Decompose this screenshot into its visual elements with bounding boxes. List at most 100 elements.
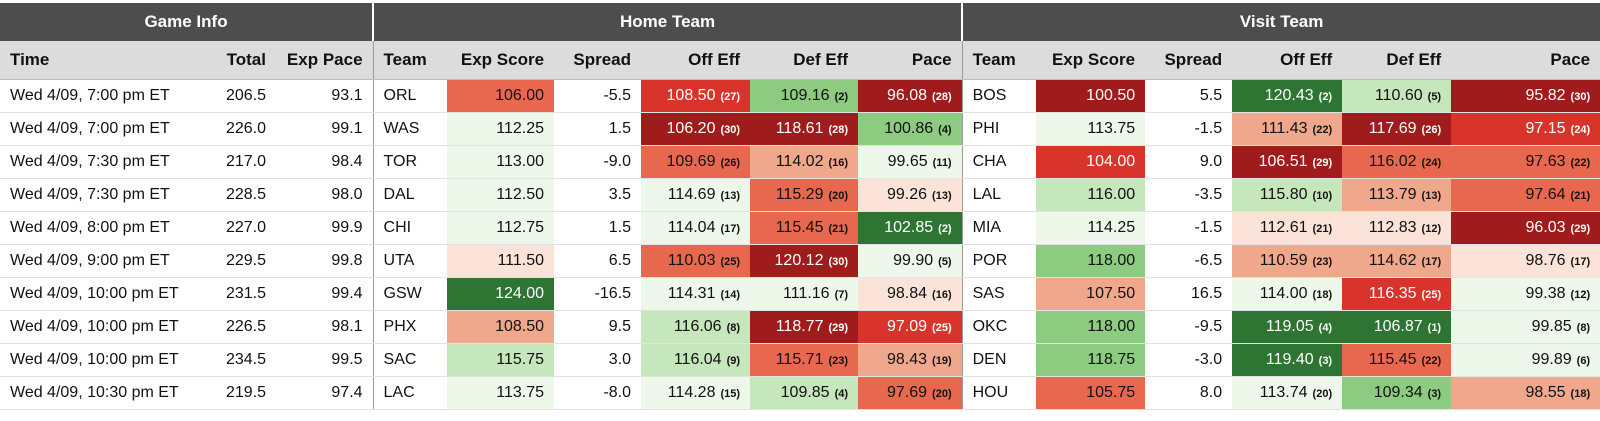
- exp-pace-cell: 99.5: [276, 343, 374, 377]
- visit-exp-score-cell: 105.75: [1036, 376, 1146, 410]
- visit-def-eff-cell-value: 112.83: [1368, 219, 1417, 236]
- visit-pace-cell-rank: (29): [1570, 223, 1591, 235]
- table-row[interactable]: Wed 4/09, 10:30 pm ET 219.5 97.4 LAC 113.75 -…: [0, 376, 1600, 410]
- exp-pace-cell: 99.4: [276, 277, 374, 311]
- home-team-cell-value: GSW: [383, 285, 422, 302]
- home-off-eff-cell-rank: (8): [726, 322, 741, 334]
- column-header-visit-off-eff[interactable]: Off Eff: [1232, 41, 1343, 80]
- home-exp-score-cell-value: 106.00: [495, 87, 545, 104]
- column-header-total[interactable]: Total: [206, 41, 276, 80]
- visit-exp-score-cell: 118.75: [1036, 343, 1146, 377]
- table-row[interactable]: Wed 4/09, 7:30 pm ET 228.5 98.0 DAL 112.50 3.…: [0, 178, 1600, 212]
- visit-def-eff-cell-value: 116.02: [1368, 153, 1417, 170]
- table-row[interactable]: Wed 4/09, 7:00 pm ET 206.5 93.1 ORL 106.00 -5…: [0, 79, 1600, 113]
- column-header-visit-def-eff[interactable]: Def Eff: [1342, 41, 1452, 80]
- home-def-eff-cell-value: 115.71: [775, 351, 824, 368]
- column-header-visit-exp-score[interactable]: Exp Score: [1036, 41, 1146, 80]
- home-spread-cell: 3.0: [554, 343, 642, 377]
- visit-exp-score-cell-value: 113.75: [1087, 120, 1136, 137]
- home-team-cell-value: CHI: [383, 219, 412, 236]
- exp-pace-cell: 99.9: [276, 211, 374, 245]
- time-cell-value: Wed 4/09, 10:00 pm ET: [10, 351, 179, 368]
- visit-spread-cell: 9.0: [1145, 145, 1233, 179]
- total-cell: 229.5: [206, 244, 276, 278]
- table-row[interactable]: Wed 4/09, 9:00 pm ET 229.5 99.8 UTA 111.50 6.…: [0, 244, 1600, 278]
- visit-exp-score-cell: 114.25: [1036, 211, 1146, 245]
- visit-team-cell-value: HOU: [972, 384, 1009, 401]
- visit-off-eff-cell: 106.51 (29): [1232, 145, 1343, 179]
- home-pace-cell-rank: (19): [932, 355, 952, 367]
- visit-off-eff-cell-rank: (10): [1312, 190, 1333, 202]
- home-def-eff-cell-rank: (2): [834, 91, 849, 103]
- home-def-eff-cell-value: 118.61: [775, 120, 824, 137]
- home-off-eff-cell-rank: (17): [720, 223, 741, 235]
- group-header-game-info: Game Info: [0, 3, 374, 41]
- home-off-eff-cell: 114.69 (13): [641, 178, 751, 212]
- home-exp-score-cell: 106.00: [447, 79, 555, 113]
- visit-def-eff-cell: 117.69 (26): [1342, 112, 1452, 146]
- home-def-eff-cell: 115.45 (21): [750, 211, 859, 245]
- column-header-visit-pace[interactable]: Pace: [1451, 41, 1600, 80]
- visit-off-eff-cell-value: 111.43: [1260, 120, 1308, 137]
- time-cell-value: Wed 4/09, 7:30 pm ET: [10, 153, 170, 170]
- table-row[interactable]: Wed 4/09, 8:00 pm ET 227.0 99.9 CHI 112.75 1.…: [0, 211, 1600, 245]
- visit-off-eff-cell: 119.05 (4): [1232, 310, 1343, 344]
- home-pace-cell: 100.86 (4): [858, 112, 963, 146]
- home-off-eff-cell: 116.06 (8): [641, 310, 751, 344]
- visit-off-eff-cell-value: 112.61: [1259, 219, 1308, 236]
- column-header-home-spread[interactable]: Spread: [554, 41, 642, 80]
- column-header-time[interactable]: Time: [0, 41, 206, 80]
- table-row[interactable]: Wed 4/09, 7:00 pm ET 226.0 99.1 WAS 112.25 1.…: [0, 112, 1600, 146]
- visit-team-cell: LAL: [961, 178, 1037, 212]
- table-row[interactable]: Wed 4/09, 10:00 pm ET 234.5 99.5 SAC 115.75 3…: [0, 343, 1600, 377]
- visit-pace-cell-value: 99.89: [1531, 351, 1572, 368]
- time-cell: Wed 4/09, 7:00 pm ET: [0, 79, 206, 113]
- time-cell: Wed 4/09, 10:00 pm ET: [0, 277, 206, 311]
- home-exp-score-cell: 113.00: [447, 145, 555, 179]
- time-cell-value: Wed 4/09, 9:00 pm ET: [10, 252, 170, 269]
- home-pace-cell-value: 98.43: [887, 351, 928, 368]
- visit-pace-cell: 98.76 (17): [1451, 244, 1600, 278]
- home-def-eff-cell: 115.71 (23): [750, 343, 859, 377]
- time-cell-value: Wed 4/09, 8:00 pm ET: [10, 219, 170, 236]
- home-pace-cell: 99.65 (11): [858, 145, 963, 179]
- visit-team-cell-value: DEN: [972, 351, 1007, 368]
- table-row[interactable]: Wed 4/09, 10:00 pm ET 226.5 98.1 PHX 108.50 9…: [0, 310, 1600, 344]
- column-header-visit-spread[interactable]: Spread: [1145, 41, 1233, 80]
- home-exp-score-cell-value: 113.00: [496, 153, 545, 170]
- home-off-eff-cell-value: 110.03: [667, 252, 716, 269]
- time-cell: Wed 4/09, 9:00 pm ET: [0, 244, 206, 278]
- column-header-visit-team[interactable]: Team: [961, 41, 1037, 80]
- visit-off-eff-cell: 111.43 (22): [1232, 112, 1343, 146]
- visit-off-eff-cell-value: 113.74: [1259, 384, 1308, 401]
- visit-off-eff-cell-rank: (4): [1318, 322, 1333, 334]
- column-header-home-off-eff[interactable]: Off Eff: [641, 41, 751, 80]
- time-cell: Wed 4/09, 10:00 pm ET: [0, 343, 206, 377]
- visit-spread-cell: -6.5: [1145, 244, 1233, 278]
- home-spread-cell-value: -8.0: [603, 384, 632, 401]
- visit-pace-cell: 97.64 (21): [1451, 178, 1600, 212]
- visit-def-eff-cell: 114.62 (17): [1342, 244, 1452, 278]
- visit-def-eff-cell: 116.02 (24): [1342, 145, 1452, 179]
- visit-team-cell-value: BOS: [972, 87, 1007, 104]
- visit-pace-cell-value: 97.64: [1525, 186, 1566, 203]
- visit-pace-cell: 99.89 (6): [1451, 343, 1600, 377]
- visit-off-eff-cell-rank: (20): [1312, 388, 1333, 400]
- home-off-eff-cell: 116.04 (9): [641, 343, 751, 377]
- column-header-home-def-eff[interactable]: Def Eff: [750, 41, 859, 80]
- home-def-eff-cell-value: 109.16: [780, 87, 830, 104]
- home-spread-cell: 1.5: [554, 211, 642, 245]
- table-row[interactable]: Wed 4/09, 7:30 pm ET 217.0 98.4 TOR 113.00 -9…: [0, 145, 1600, 179]
- column-header-home-exp-score[interactable]: Exp Score: [447, 41, 555, 80]
- exp-pace-cell: 98.0: [276, 178, 374, 212]
- table-row[interactable]: Wed 4/09, 10:00 pm ET 231.5 99.4 GSW 124.00 -…: [0, 277, 1600, 311]
- column-header-exp-pace[interactable]: Exp Pace: [276, 41, 374, 80]
- visit-team-cell-value: MIA: [972, 219, 1002, 236]
- home-spread-cell-value: -9.0: [603, 153, 632, 170]
- home-pace-cell-rank: (28): [932, 91, 952, 103]
- column-header-home-pace[interactable]: Pace: [858, 41, 963, 80]
- home-pace-cell-value: 97.69: [887, 384, 928, 401]
- total-cell-value: 226.0: [225, 120, 266, 137]
- column-header-home-team[interactable]: Team: [372, 41, 448, 80]
- home-pace-cell-rank: (25): [932, 322, 952, 334]
